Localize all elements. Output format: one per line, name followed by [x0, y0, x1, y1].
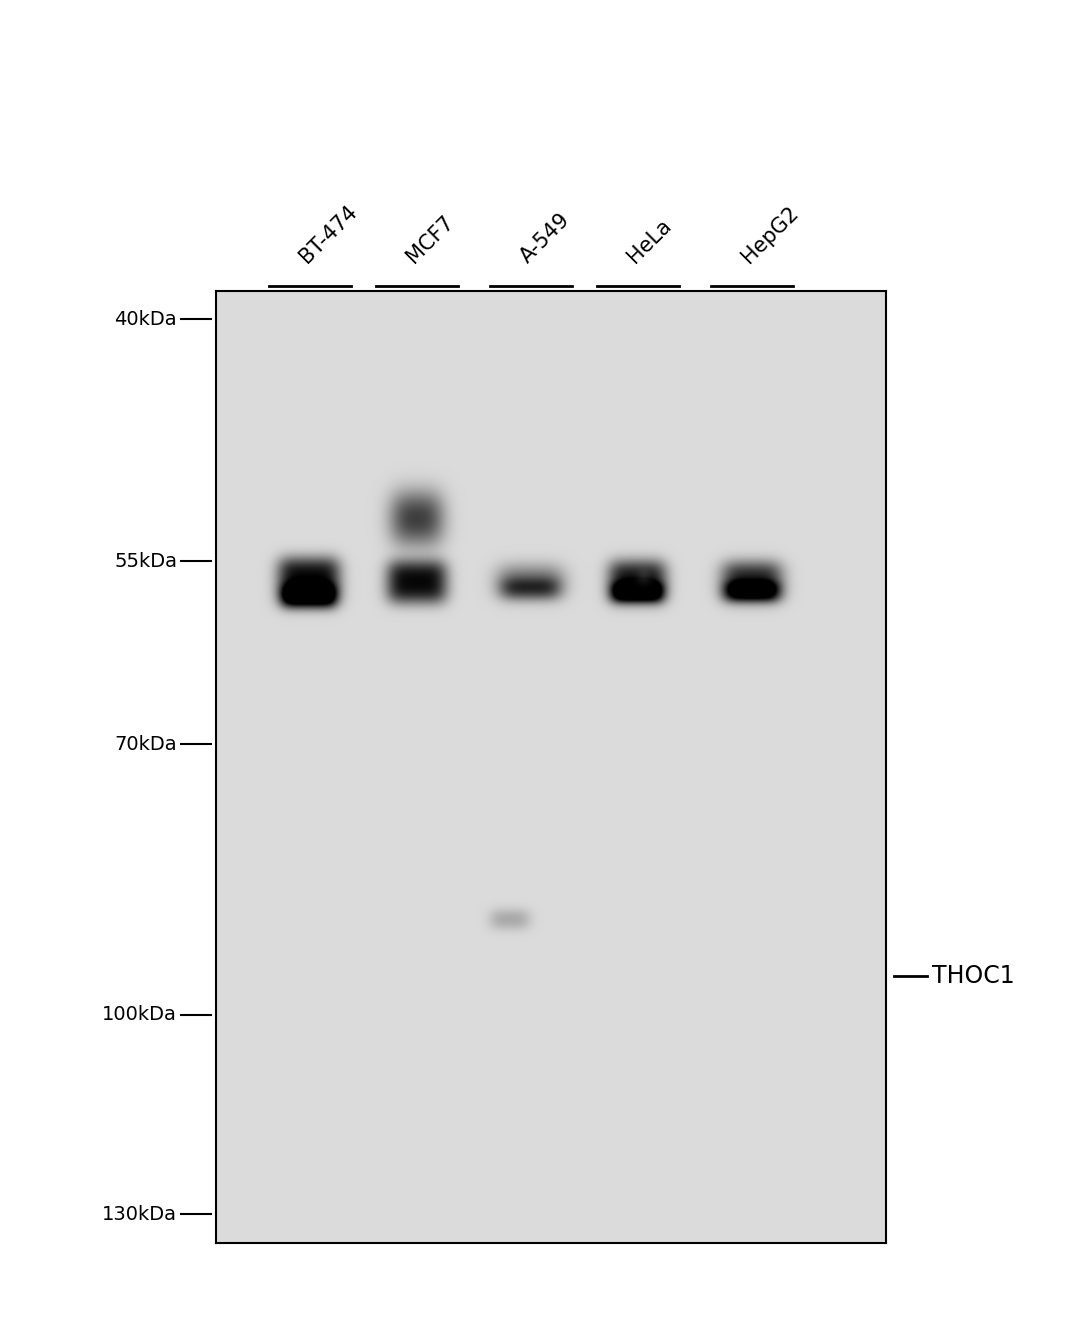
Text: 55kDa: 55kDa — [114, 551, 177, 571]
Text: BT-474: BT-474 — [296, 202, 361, 267]
Text: 40kDa: 40kDa — [114, 309, 177, 329]
Text: HepG2: HepG2 — [738, 202, 802, 267]
Text: 70kDa: 70kDa — [114, 735, 177, 754]
Text: 130kDa: 130kDa — [103, 1204, 177, 1224]
Text: A-549: A-549 — [516, 210, 573, 267]
Text: THOC1: THOC1 — [932, 964, 1015, 988]
Text: MCF7: MCF7 — [403, 212, 458, 267]
Text: HeLa: HeLa — [624, 215, 675, 267]
Text: 100kDa: 100kDa — [103, 1006, 177, 1025]
